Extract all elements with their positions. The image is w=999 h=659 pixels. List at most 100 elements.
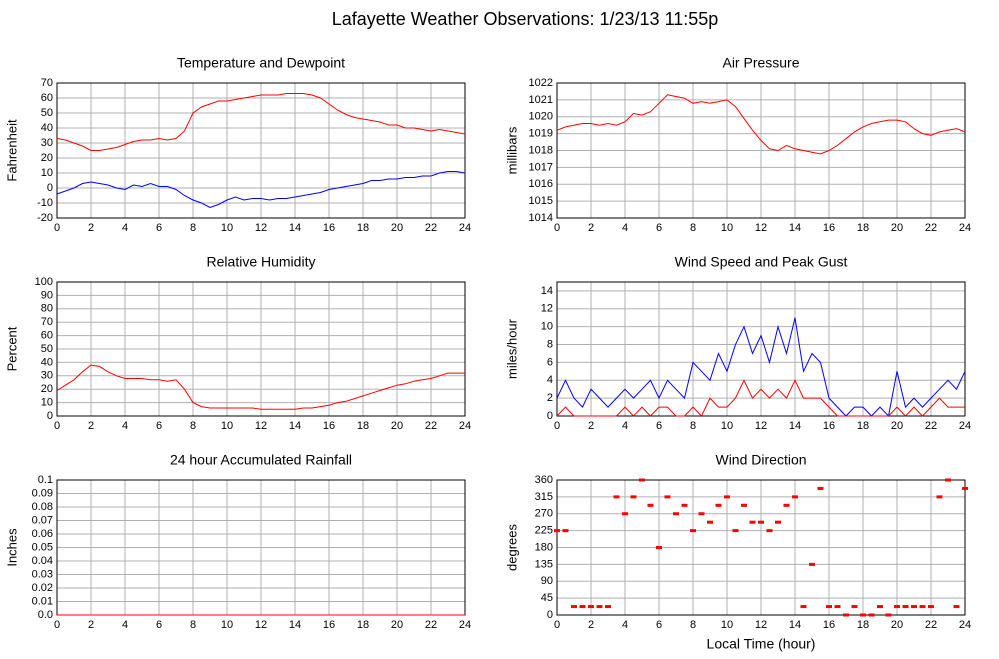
y-tick-label: 1014 xyxy=(529,212,553,224)
data-point xyxy=(758,520,764,524)
y-tick-label: 0.03 xyxy=(32,568,53,580)
x-tick-label: 10 xyxy=(221,420,233,432)
y-tick-label: 0.01 xyxy=(32,595,53,607)
data-point xyxy=(962,486,968,490)
x-tick-label: 2 xyxy=(588,420,594,432)
x-tick-label: 6 xyxy=(156,619,162,631)
y-tick-label: 0.07 xyxy=(32,514,53,526)
x-tick-label: 24 xyxy=(459,222,471,234)
x-tick-label: 16 xyxy=(823,222,835,234)
x-tick-label: 8 xyxy=(190,222,196,234)
data-point xyxy=(953,605,960,609)
data-point xyxy=(571,605,577,609)
data-point xyxy=(707,520,713,524)
data-point xyxy=(630,495,637,499)
x-tick-label: 8 xyxy=(690,222,696,234)
x-tick-label: 2 xyxy=(88,420,94,432)
y-axis-label: Inches xyxy=(4,528,19,567)
y-tick-label: 1019 xyxy=(529,128,553,140)
x-tick-label: 2 xyxy=(588,619,594,631)
y-tick-label: 1020 xyxy=(529,111,553,123)
y-tick-label: -20 xyxy=(37,212,53,224)
data-line xyxy=(556,94,966,155)
x-tick-label: 18 xyxy=(357,222,369,234)
y-tick-label: 1015 xyxy=(529,195,553,207)
y-tick-label: 90 xyxy=(41,289,53,301)
y-axis-label: degrees xyxy=(504,524,519,571)
data-point xyxy=(656,546,662,549)
x-tick-label: 2 xyxy=(588,222,594,234)
chart-title: Relative Humidity xyxy=(207,254,316,270)
y-tick-label: 0.1 xyxy=(38,474,53,486)
x-tick-label: 14 xyxy=(289,222,301,234)
x-tick-label: 10 xyxy=(221,619,233,631)
x-tick-label: 8 xyxy=(690,420,696,432)
y-tick-label: 6 xyxy=(547,356,553,368)
x-tick-label: 20 xyxy=(891,619,903,631)
data-point xyxy=(885,613,892,617)
y-tick-label: 60 xyxy=(41,92,53,104)
y-tick-label: 30 xyxy=(41,137,53,149)
x-tick-label: 22 xyxy=(425,619,437,631)
x-tick-label: 8 xyxy=(690,619,696,631)
x-tick-label: 0 xyxy=(54,420,60,432)
data-point xyxy=(919,605,926,609)
data-point xyxy=(894,605,900,609)
data-line xyxy=(556,379,965,417)
y-tick-label: 70 xyxy=(41,77,53,89)
x-tick-label: 22 xyxy=(425,420,437,432)
x-axis-label: Local Time (hour) xyxy=(707,636,816,652)
data-point xyxy=(834,605,841,609)
y-tick-label: 45 xyxy=(541,592,553,604)
data-point xyxy=(843,613,849,617)
y-tick-label: 50 xyxy=(41,107,53,119)
x-tick-label: 18 xyxy=(857,420,869,432)
chart-title: Temperature and Dewpoint xyxy=(177,55,345,71)
x-tick-label: 6 xyxy=(156,420,162,432)
x-tick-label: 8 xyxy=(190,420,196,432)
y-tick-label: 0.02 xyxy=(32,582,53,594)
x-tick-label: 16 xyxy=(823,420,835,432)
data-line xyxy=(56,364,465,410)
y-tick-label: 60 xyxy=(41,330,53,342)
data-point xyxy=(911,605,917,609)
plot-frame xyxy=(556,281,966,417)
data-point xyxy=(715,503,722,507)
x-tick-label: 16 xyxy=(323,619,335,631)
x-tick-label: 4 xyxy=(622,420,628,432)
data-point xyxy=(817,486,824,490)
x-tick-label: 6 xyxy=(656,619,662,631)
x-tick-label: 14 xyxy=(289,420,301,432)
data-point xyxy=(664,495,671,499)
x-tick-label: 0 xyxy=(54,619,60,631)
data-point xyxy=(826,605,832,609)
plot-frame xyxy=(56,281,466,417)
data-point xyxy=(562,529,569,533)
data-point xyxy=(639,478,645,482)
y-tick-label: 0 xyxy=(547,609,553,621)
x-tick-label: 0 xyxy=(554,619,560,631)
y-axis-label: millibars xyxy=(504,126,519,174)
data-point xyxy=(605,605,611,609)
x-tick-label: 18 xyxy=(857,222,869,234)
y-tick-label: 270 xyxy=(535,508,553,520)
x-tick-label: 20 xyxy=(891,420,903,432)
x-tick-label: 16 xyxy=(323,420,335,432)
y-tick-label: 10 xyxy=(41,397,53,409)
x-tick-label: 4 xyxy=(122,222,128,234)
y-tick-label: 1017 xyxy=(529,161,553,173)
data-point xyxy=(783,503,790,507)
y-tick-label: 360 xyxy=(535,474,553,486)
x-tick-label: 18 xyxy=(357,420,369,432)
y-axis-label: Percent xyxy=(4,326,19,371)
x-tick-label: 6 xyxy=(656,420,662,432)
y-tick-label: 20 xyxy=(41,152,53,164)
y-tick-label: 315 xyxy=(535,491,553,503)
y-axis-label: Fahrenheit xyxy=(4,119,19,182)
y-tick-label: 4 xyxy=(547,374,553,386)
plot-frame xyxy=(556,479,966,616)
x-tick-label: 6 xyxy=(656,222,662,234)
data-point xyxy=(809,562,815,566)
x-tick-label: 14 xyxy=(789,420,801,432)
